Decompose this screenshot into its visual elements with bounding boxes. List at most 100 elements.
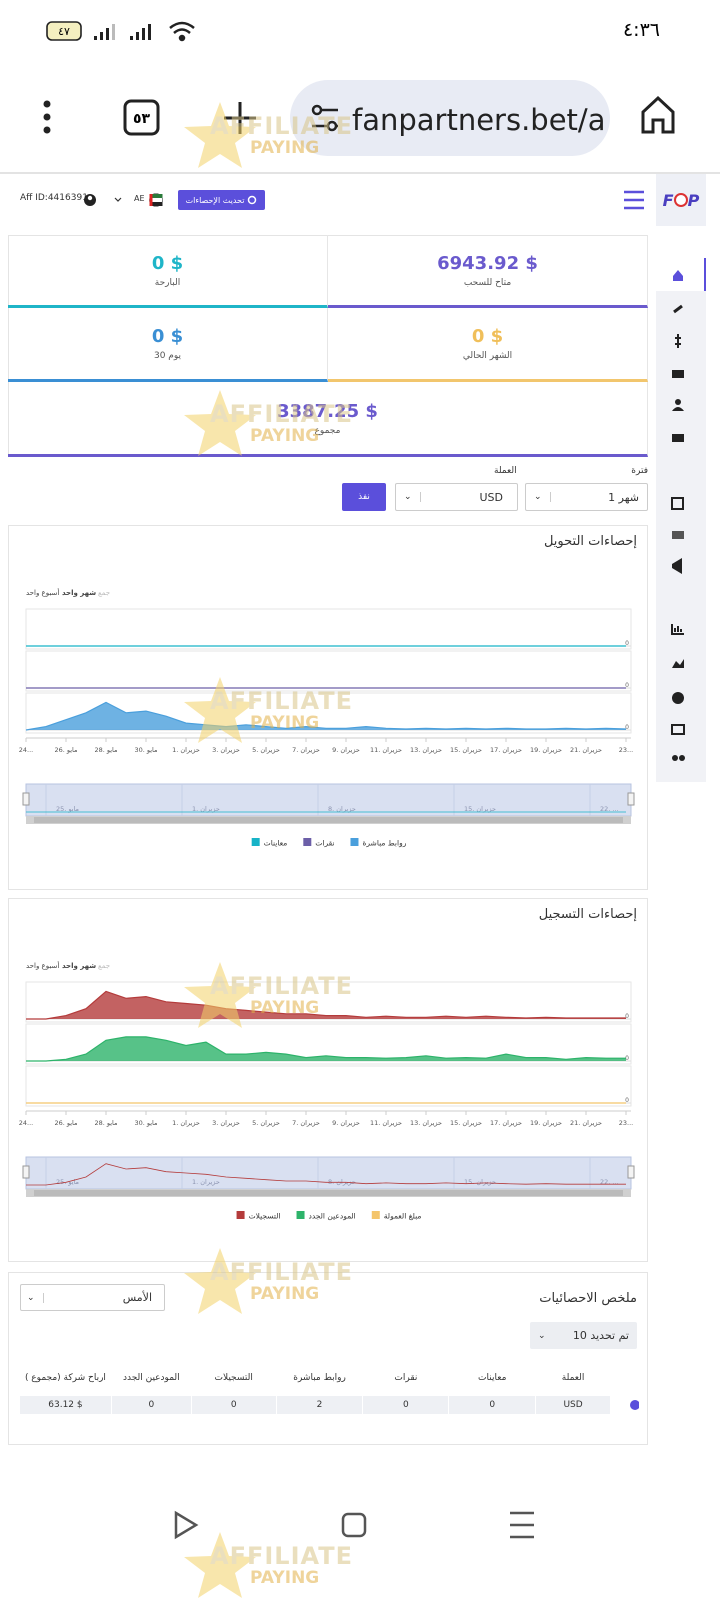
new-tab-button[interactable] xyxy=(224,102,256,134)
nav-campaigns[interactable] xyxy=(672,558,682,574)
clock: ٤:٣٦ xyxy=(623,19,660,41)
watermark-text: PAYING xyxy=(250,1568,320,1588)
legend-item[interactable]: نقرات xyxy=(303,838,334,848)
column-header[interactable]: العملة xyxy=(561,1372,585,1383)
stat-value: 3387.25 $ xyxy=(277,400,378,422)
legend-item[interactable]: المودعين الجدد xyxy=(296,1211,356,1221)
navigator-handle[interactable] xyxy=(627,1165,635,1179)
panel xyxy=(25,1065,632,1107)
page-size-select[interactable]: ⌄ تم تحديد 10 xyxy=(530,1322,637,1349)
chart-card: إحصاءات التحويل أسبوع واحد شهر واحد جمع 0 0 0 2… xyxy=(8,525,648,890)
decoration xyxy=(100,32,103,40)
submit-label: نفذ xyxy=(358,492,370,502)
recents-button[interactable] xyxy=(510,1511,534,1539)
menu-button[interactable] xyxy=(43,100,51,134)
stat-value: 0 $ xyxy=(151,326,184,347)
column-header[interactable]: روابط مباشرة xyxy=(293,1372,346,1383)
nav-id[interactable] xyxy=(671,724,685,735)
x-tick-label: 17. حزيران xyxy=(490,1119,522,1127)
chevron: ⌄ xyxy=(27,1292,44,1303)
legend-item[interactable]: التسجيلات xyxy=(236,1211,281,1221)
stat-label: الشهر الحالي xyxy=(462,351,513,361)
column-header[interactable]: معاينات xyxy=(478,1372,507,1383)
decoration xyxy=(326,120,338,132)
submit-button[interactable]: نفذ xyxy=(342,483,386,511)
stat-card: 6943.92 $ متاح للسحب xyxy=(328,235,648,308)
range-select[interactable]: ⌄ الأمس xyxy=(20,1284,165,1311)
zoom-button[interactable]: شهر واحد xyxy=(62,589,96,597)
column-header[interactable]: ارباح شركة (مجموع ) xyxy=(24,1372,106,1383)
y-tick-label: 0 xyxy=(625,1013,629,1020)
nav-team-2 xyxy=(679,755,685,761)
nav-team[interactable] xyxy=(672,755,678,761)
table-cell: 2 xyxy=(275,1394,364,1415)
y-tick-label: 0 xyxy=(625,1097,629,1104)
x-tick-label: 11. حزيران xyxy=(370,746,402,754)
range-value: الأمس xyxy=(122,1291,152,1304)
site-settings[interactable] xyxy=(311,104,338,132)
back-button[interactable] xyxy=(174,1510,199,1540)
legend-item[interactable]: روابط مباشرة xyxy=(350,838,407,848)
navigator-handle[interactable] xyxy=(22,792,30,806)
zoom-button[interactable]: شهر واحد xyxy=(62,962,96,970)
tab-count: ٥٣ xyxy=(133,111,151,127)
x-tick-label: 30. مايو xyxy=(134,1119,157,1127)
nav-barcode[interactable] xyxy=(672,531,684,539)
nav-theme[interactable] xyxy=(672,692,684,704)
decoration xyxy=(178,34,186,42)
nav-money[interactable] xyxy=(675,334,681,348)
column-header[interactable]: التسجيلات xyxy=(214,1372,253,1383)
currency-select[interactable]: ⌄ USD xyxy=(395,483,518,511)
area-line xyxy=(26,1036,626,1062)
nav-external[interactable] xyxy=(671,497,684,510)
period-select[interactable]: ⌄ شهر 1 xyxy=(525,483,648,511)
account-icons[interactable] xyxy=(84,192,164,208)
nav-reports[interactable] xyxy=(671,624,684,635)
decoration xyxy=(173,28,191,34)
y-tick-label: 0 xyxy=(625,682,629,689)
x-tick-label: 13. حزيران xyxy=(410,1119,442,1127)
column-header[interactable]: المودعين الجدد xyxy=(122,1372,180,1383)
legend-item[interactable]: مبلغ العمولة xyxy=(371,1211,422,1221)
legend-swatch xyxy=(371,1211,380,1219)
stat-label: البارحة xyxy=(154,277,181,288)
area-line xyxy=(26,990,626,1020)
zoom-button[interactable]: جمع xyxy=(98,962,110,970)
decoration xyxy=(114,197,122,202)
home-nav-button[interactable] xyxy=(341,1512,367,1538)
x-tick-label: 28. مايو xyxy=(94,746,117,754)
nav-home[interactable] xyxy=(673,270,683,281)
navigator-handle[interactable] xyxy=(627,792,635,806)
table-cell: 0 xyxy=(190,1394,277,1415)
legend-item[interactable]: معاينات xyxy=(251,838,288,848)
refresh-icon xyxy=(248,195,257,205)
url-bar[interactable] xyxy=(290,80,610,156)
column-header[interactable]: نقرات xyxy=(394,1372,418,1383)
zoom-button[interactable]: أسبوع واحد xyxy=(26,961,59,970)
refresh-button[interactable]: تحديث الإحصاءات xyxy=(178,190,265,210)
nav-payments[interactable] xyxy=(672,370,684,378)
zoom-button[interactable]: جمع xyxy=(98,589,110,597)
zoom-button[interactable]: أسبوع واحد xyxy=(26,588,59,597)
x-tick-label: 21. حزيران xyxy=(570,1119,602,1127)
x-tick-label: 15. حزيران xyxy=(450,1119,482,1127)
tabs-button[interactable] xyxy=(123,99,160,136)
x-tick-label: 7. حزيران xyxy=(292,746,320,754)
stat-value: 6943.92 $ xyxy=(437,252,538,274)
nav-profile[interactable] xyxy=(675,399,681,405)
decoration xyxy=(87,195,93,201)
nav-mail[interactable] xyxy=(672,434,684,442)
home-button[interactable] xyxy=(641,95,675,134)
nav-profile-body xyxy=(672,407,684,411)
hamburger[interactable] xyxy=(622,188,646,212)
x-tick-label: 11. حزيران xyxy=(370,1119,402,1127)
nav-links[interactable] xyxy=(673,304,683,314)
legend-swatch xyxy=(236,1211,245,1219)
currency-label: العملة xyxy=(494,466,517,476)
x-tick-label: 17. حزيران xyxy=(490,746,522,754)
navigator-handle[interactable] xyxy=(22,1165,30,1179)
nav-charts[interactable] xyxy=(672,659,684,668)
stat-card: 0 $ 30 يوم xyxy=(8,308,328,382)
decoration xyxy=(112,24,115,40)
